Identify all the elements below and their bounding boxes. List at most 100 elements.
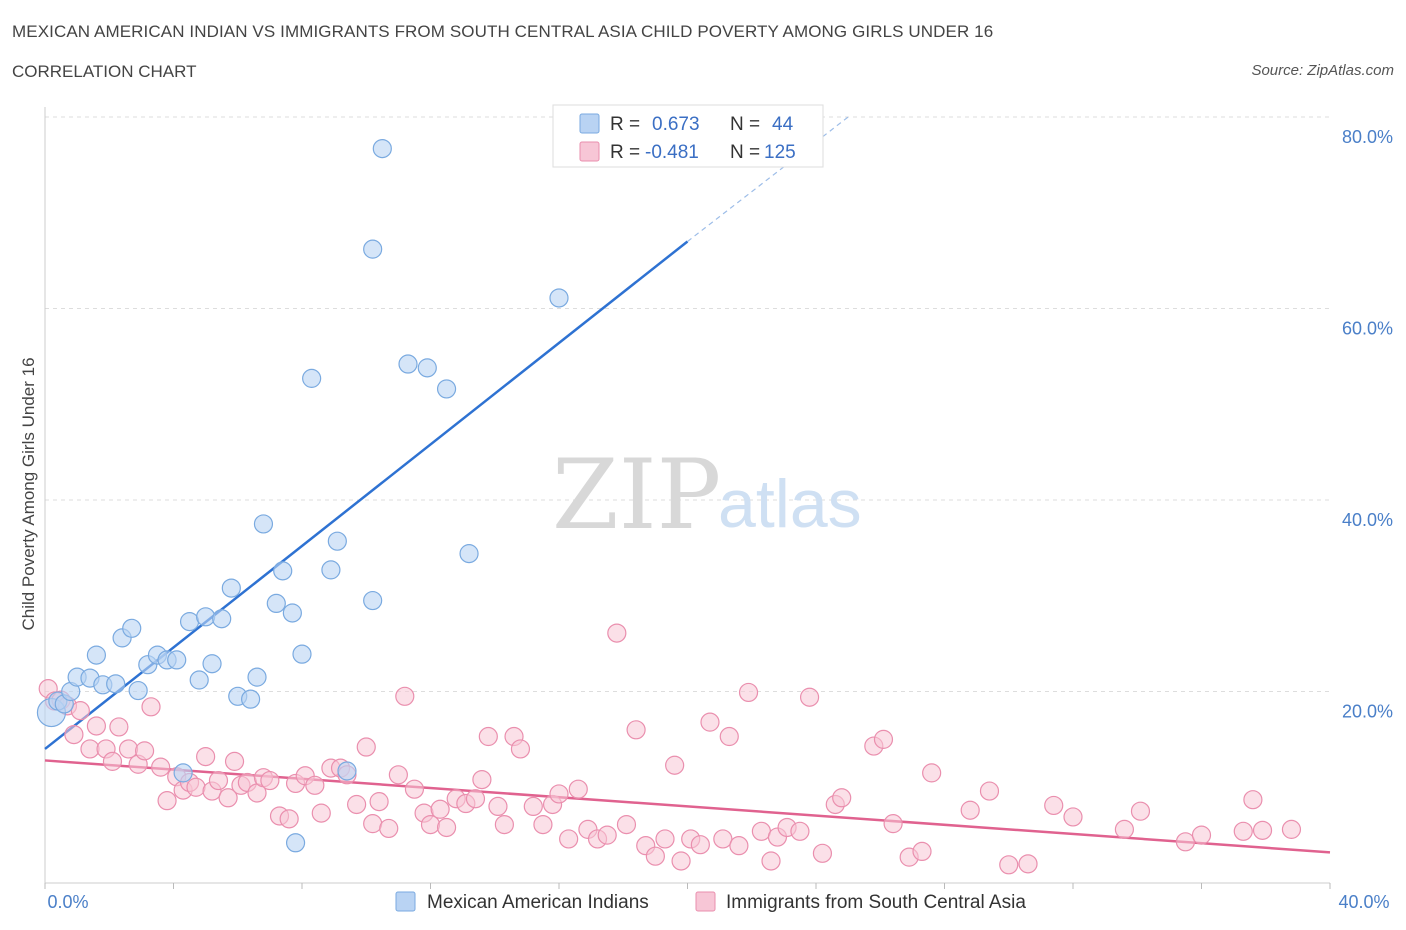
pink-data-point — [356, 737, 376, 757]
pink-data-point — [559, 829, 579, 849]
blue-data-point — [212, 609, 232, 629]
blue-data-point — [196, 607, 216, 627]
pink-data-point — [369, 792, 389, 812]
pink-data-point — [86, 716, 107, 736]
pink-data-point — [738, 682, 759, 703]
legend-r-label-blue: R = — [610, 114, 640, 135]
x-tick-label-max: 40.0% — [1338, 892, 1389, 912]
pink-data-point — [102, 751, 123, 771]
blue-data-point — [86, 645, 107, 665]
pink-data-point — [832, 788, 852, 808]
blue-data-point — [253, 514, 274, 534]
pink-data-point — [549, 784, 569, 804]
legend-n-value-pink: 125 — [764, 142, 796, 163]
series-legend-swatch-pink — [695, 891, 716, 912]
pink-data-point — [218, 788, 238, 808]
pink-data-point — [729, 836, 749, 856]
pink-data-point — [700, 712, 720, 732]
pink-data-point — [510, 739, 531, 759]
blue-data-point — [436, 379, 457, 399]
watermark-atlas: atlas — [718, 466, 862, 542]
pink-data-point — [1191, 825, 1212, 845]
pink-data-point — [873, 729, 894, 749]
pink-data-point — [713, 829, 733, 849]
grid-lines — [45, 116, 1330, 692]
blue-data-point — [128, 680, 148, 701]
pink-data-point — [922, 763, 942, 783]
series-legend-label-blue: Mexican American Indians — [427, 892, 649, 913]
blue-data-point — [247, 667, 267, 687]
pink-data-point — [1063, 807, 1083, 827]
blue-data-point — [327, 531, 347, 551]
pink-data-point — [1281, 819, 1302, 839]
pink-data-point — [347, 794, 367, 815]
pink-data-point — [80, 739, 100, 759]
pink-data-point — [70, 701, 90, 721]
x-tick-label-min: 0.0% — [47, 892, 88, 912]
pink-data-point — [999, 855, 1019, 875]
blue-data-point — [167, 650, 187, 670]
blue-data-point — [363, 239, 383, 259]
pink-data-point — [912, 841, 932, 862]
pink-data-point — [568, 779, 588, 799]
pink-data-point — [305, 775, 325, 795]
pink-data-point — [761, 851, 781, 871]
pink-data-point — [430, 799, 450, 819]
y-tick-labels: 20.0% 40.0% 60.0% 80.0% — [1342, 127, 1393, 722]
pink-data-point — [395, 686, 415, 706]
pink-data-point — [279, 809, 299, 829]
blue-data-point — [282, 603, 302, 623]
chart-subtitle: CORRELATION CHART — [12, 62, 197, 81]
pink-data-point — [157, 791, 177, 811]
chart-title: MEXICAN AMERICAN INDIAN VS IMMIGRANTS FR… — [12, 22, 994, 41]
pink-data-point — [109, 717, 129, 737]
blue-data-point — [292, 644, 312, 664]
watermark-zip: ZIP — [552, 439, 721, 551]
y-tick-label-20: 20.0% — [1342, 702, 1393, 722]
y-axis-label: Child Poverty Among Girls Under 16 — [19, 357, 38, 630]
blue-data-point — [372, 138, 392, 159]
legend-r-value-pink: -0.481 — [645, 142, 699, 163]
pink-data-point — [1252, 820, 1273, 840]
pink-data-point — [1130, 801, 1151, 821]
pink-data-point — [494, 814, 514, 835]
pink-data-point — [655, 829, 675, 849]
series-legend-swatch-blue — [395, 891, 416, 912]
pink-data-point — [118, 739, 139, 759]
pink-data-point — [1018, 854, 1038, 874]
pink-data-point — [751, 821, 771, 841]
blue-trend-extension — [687, 116, 849, 242]
blue-data-point — [459, 544, 479, 564]
pink-data-point — [379, 818, 399, 839]
pink-data-point — [883, 814, 903, 834]
pink-data-point — [478, 726, 498, 747]
pink-data-point — [151, 757, 171, 777]
axes — [44, 107, 1331, 889]
watermark: ZIP atlas — [552, 439, 862, 551]
pink-data-point — [626, 720, 646, 740]
pink-data-point — [472, 769, 492, 790]
legend-r-label-pink: R = — [610, 142, 640, 163]
pink-data-point — [224, 751, 245, 771]
y-tick-label-40: 40.0% — [1342, 510, 1393, 530]
pink-data-point — [607, 623, 627, 643]
pink-data-point — [597, 825, 617, 845]
pink-series-points — [38, 623, 1302, 875]
blue-data-point — [202, 654, 222, 674]
pink-data-point — [960, 800, 980, 820]
pink-data-point — [1175, 832, 1196, 852]
legend-r-value-blue: 0.673 — [652, 114, 700, 135]
pink-data-point — [404, 779, 425, 799]
series-legend-label-pink: Immigrants from South Central Asia — [726, 892, 1026, 913]
pink-data-point — [363, 814, 383, 834]
stats-legend: R = 0.673 N = 44 R = -0.481 N = 125 — [552, 104, 824, 168]
pink-data-point — [436, 817, 457, 838]
pink-data-point — [208, 770, 229, 791]
pink-data-point — [141, 697, 161, 717]
pink-data-point — [64, 724, 84, 745]
pink-data-point — [645, 846, 665, 866]
pink-data-point — [671, 851, 691, 871]
pink-data-point — [1044, 795, 1064, 816]
blue-data-point — [266, 593, 286, 614]
